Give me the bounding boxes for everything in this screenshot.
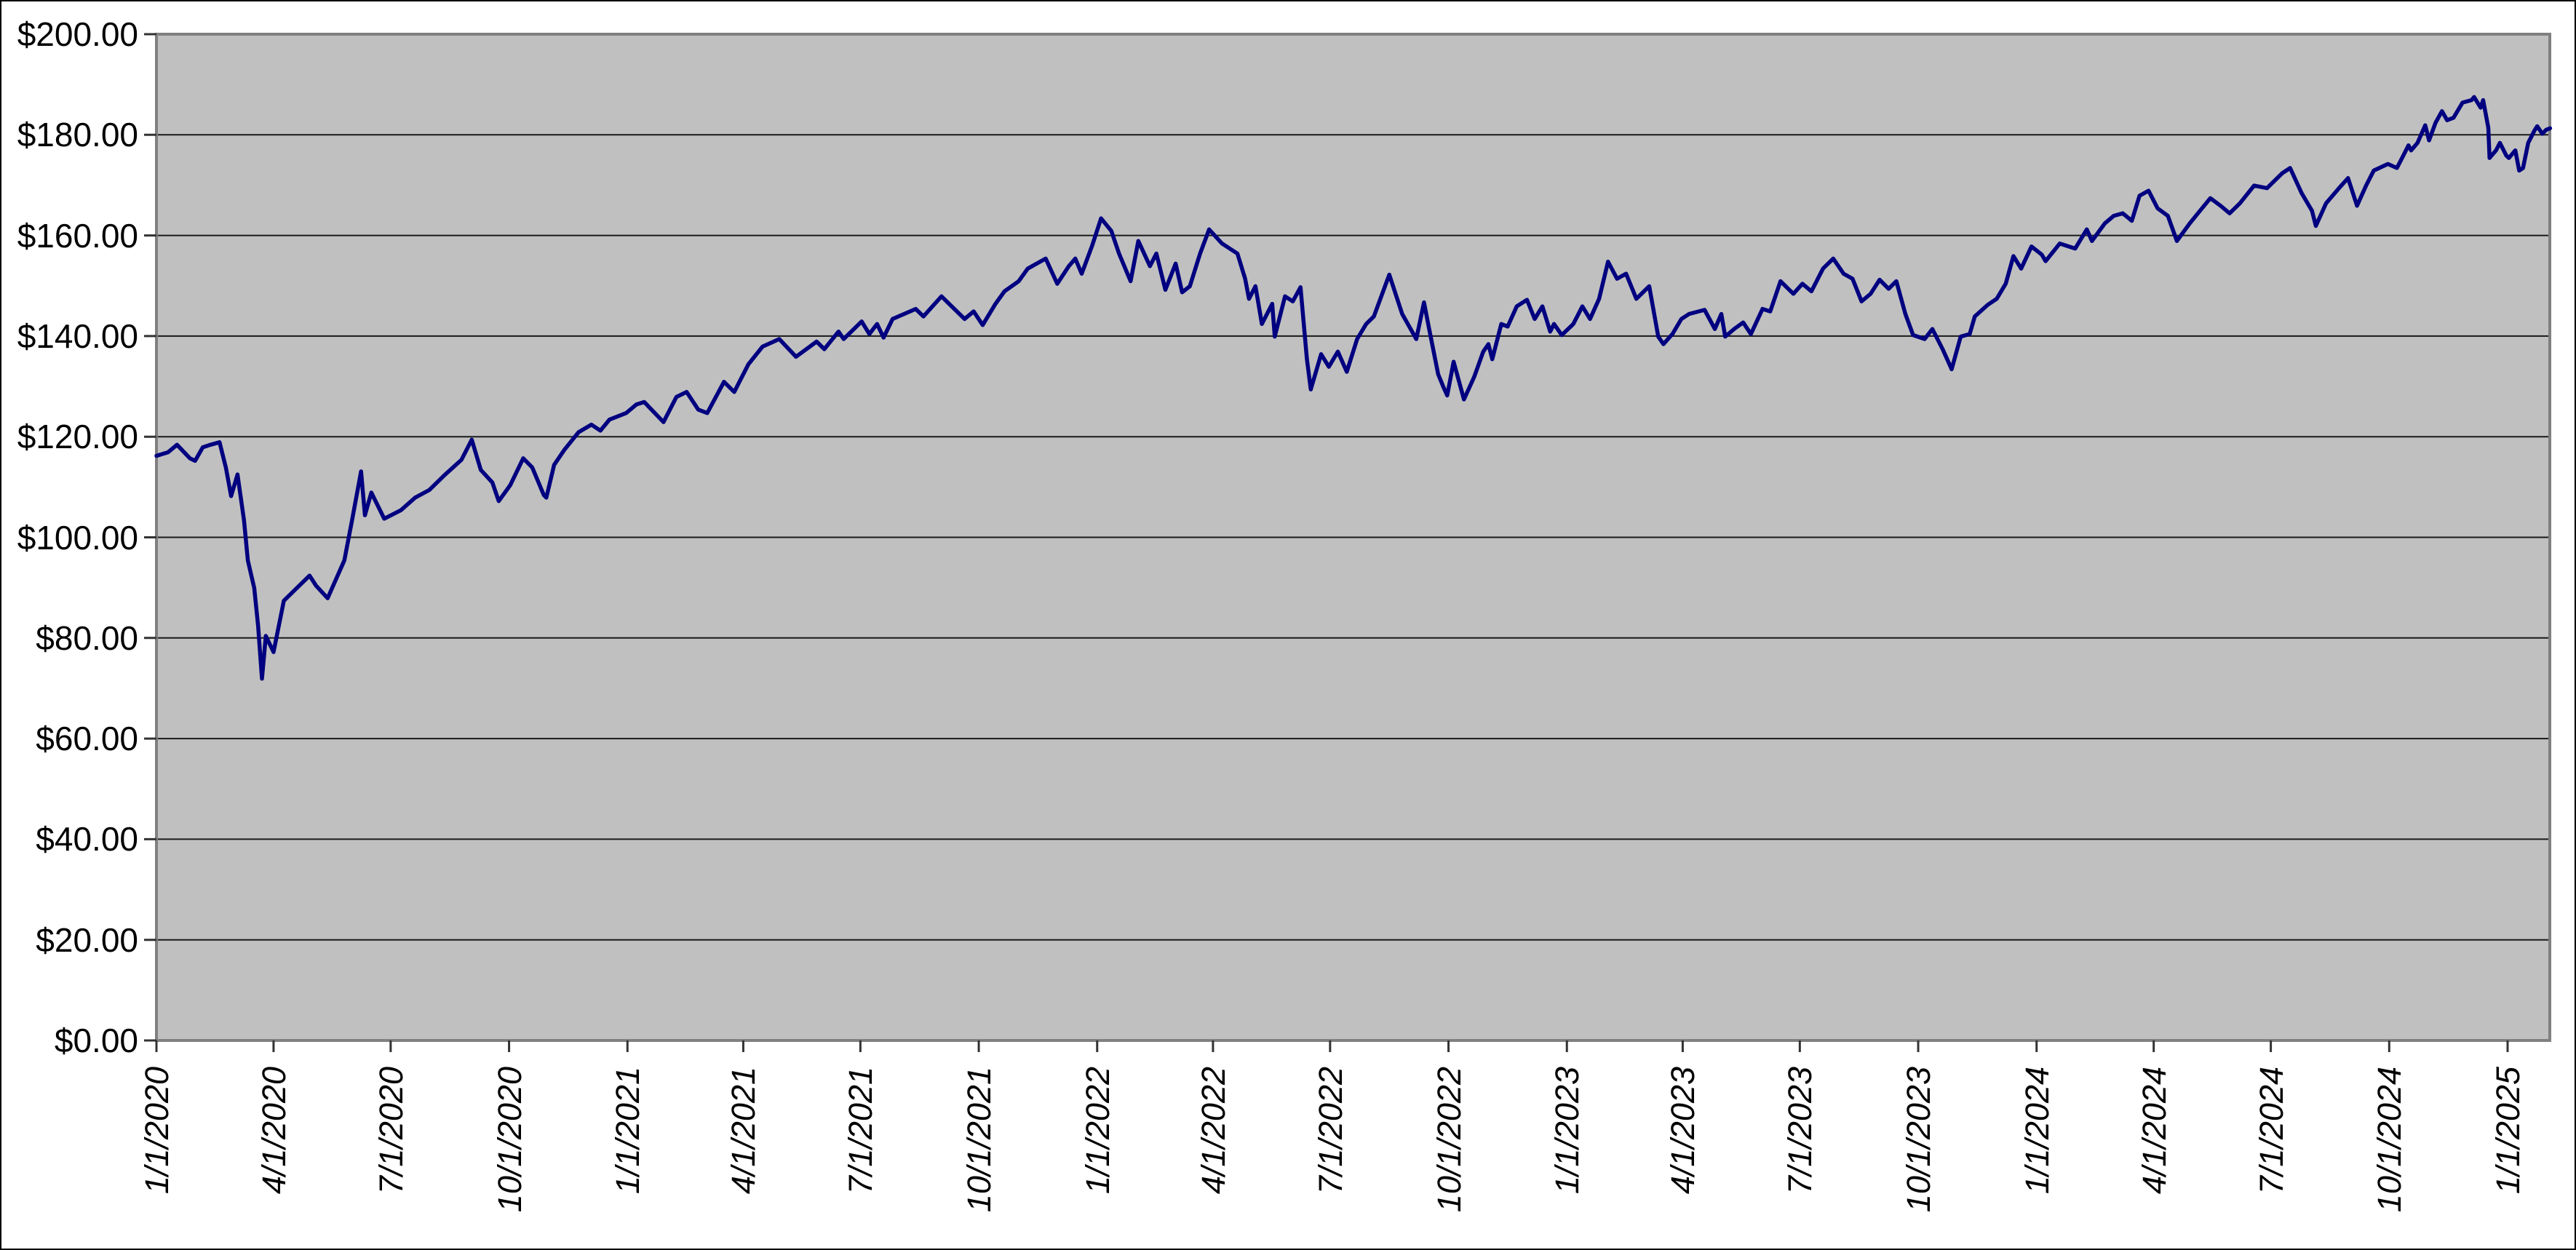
- x-axis-label: 7/1/2024: [2252, 1067, 2290, 1195]
- y-axis-label: $0.00: [54, 1022, 138, 1059]
- x-axis-label: 1/1/2020: [138, 1067, 175, 1195]
- x-axis-label: 10/1/2020: [490, 1067, 528, 1213]
- y-axis-label: $20.00: [36, 920, 138, 959]
- x-axis-label: 1/1/2022: [1078, 1067, 1116, 1195]
- x-axis-label: 7/1/2022: [1311, 1067, 1349, 1195]
- x-axis-label: 10/1/2024: [2371, 1067, 2409, 1213]
- x-axis-label: 4/1/2021: [725, 1067, 763, 1195]
- y-axis-label: $200.00: [17, 15, 138, 53]
- x-axis-label: 7/1/2021: [842, 1067, 880, 1195]
- x-axis-label: 4/1/2022: [1194, 1067, 1232, 1195]
- x-axis-label: 4/1/2024: [2135, 1067, 2173, 1195]
- x-axis-label: 1/1/2024: [2018, 1067, 2056, 1195]
- y-axis-label: $40.00: [36, 820, 138, 859]
- x-axis-label: 4/1/2020: [255, 1067, 293, 1195]
- x-axis-label: 1/1/2023: [1549, 1067, 1586, 1195]
- y-axis-label: $80.00: [36, 618, 138, 657]
- y-axis-label: $120.00: [17, 418, 138, 456]
- price-line: [154, 95, 2553, 681]
- x-axis-label: 7/1/2023: [1781, 1067, 1819, 1195]
- y-axis-label: $140.00: [17, 317, 138, 355]
- y-axis-label: $180.00: [17, 116, 138, 154]
- y-axis-label: $160.00: [17, 216, 138, 255]
- x-axis-label: 4/1/2023: [1664, 1067, 1702, 1195]
- x-axis-label: 7/1/2020: [372, 1067, 410, 1195]
- y-axis-label: $100.00: [17, 518, 138, 557]
- x-axis-label: 10/1/2021: [961, 1067, 998, 1213]
- x-axis-label: 10/1/2023: [1900, 1067, 1938, 1213]
- y-axis-label: $60.00: [36, 720, 138, 758]
- x-axis-label: 1/1/2021: [609, 1067, 647, 1195]
- x-axis-label: 1/1/2025: [2489, 1067, 2527, 1195]
- x-axis-label: 10/1/2022: [1430, 1067, 1468, 1213]
